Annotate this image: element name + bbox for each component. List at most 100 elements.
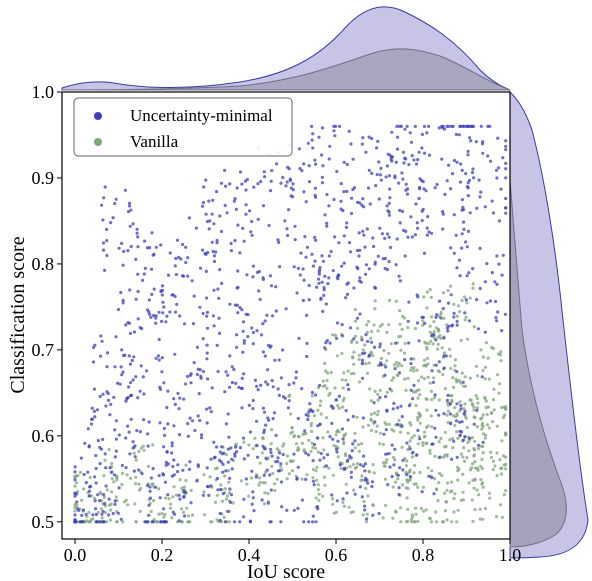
point-uncertainty-minimal [94, 520, 98, 524]
point-vanilla [476, 374, 480, 378]
point-vanilla [432, 320, 436, 324]
point-uncertainty-minimal [449, 246, 453, 250]
point-vanilla [185, 506, 189, 510]
point-uncertainty-minimal [240, 386, 244, 390]
point-uncertainty-minimal [250, 326, 254, 330]
point-uncertainty-minimal [347, 129, 351, 133]
point-uncertainty-minimal [205, 310, 210, 314]
point-vanilla [87, 510, 91, 515]
point-uncertainty-minimal [387, 235, 391, 239]
point-uncertainty-minimal [244, 203, 248, 207]
point-uncertainty-minimal [128, 452, 132, 456]
point-uncertainty-minimal [454, 132, 458, 136]
point-uncertainty-minimal [181, 274, 186, 278]
point-uncertainty-minimal [496, 136, 500, 140]
point-vanilla [452, 302, 456, 306]
point-uncertainty-minimal [332, 197, 336, 202]
point-uncertainty-minimal [497, 219, 502, 223]
point-uncertainty-minimal [229, 241, 233, 246]
point-vanilla [189, 488, 193, 492]
point-uncertainty-minimal [266, 501, 270, 505]
point-vanilla [316, 450, 320, 454]
point-vanilla [367, 470, 372, 474]
point-vanilla [126, 503, 130, 507]
point-uncertainty-minimal [310, 252, 314, 256]
point-vanilla [331, 502, 335, 506]
point-uncertainty-minimal [145, 520, 149, 524]
point-uncertainty-minimal [306, 417, 310, 422]
point-vanilla [473, 416, 477, 420]
point-vanilla [400, 327, 404, 331]
point-uncertainty-minimal [342, 234, 346, 238]
point-uncertainty-minimal [458, 180, 463, 184]
point-vanilla [172, 485, 176, 489]
point-vanilla [336, 455, 340, 459]
point-vanilla [316, 483, 320, 487]
point-uncertainty-minimal [344, 225, 349, 229]
point-uncertainty-minimal [242, 339, 246, 343]
point-uncertainty-minimal [404, 229, 408, 233]
point-uncertainty-minimal [101, 509, 105, 514]
point-vanilla [405, 478, 409, 482]
point-uncertainty-minimal [120, 241, 124, 245]
point-uncertainty-minimal [468, 211, 472, 215]
point-uncertainty-minimal [95, 408, 99, 412]
point-uncertainty-minimal [362, 233, 366, 237]
point-vanilla [391, 485, 395, 489]
point-vanilla [215, 466, 219, 470]
point-uncertainty-minimal [93, 499, 97, 503]
point-vanilla [409, 368, 413, 372]
point-vanilla [342, 371, 346, 375]
point-vanilla [361, 425, 365, 429]
point-uncertainty-minimal [341, 209, 345, 213]
point-uncertainty-minimal [379, 178, 383, 182]
point-vanilla [351, 510, 355, 514]
point-uncertainty-minimal [378, 396, 382, 400]
point-uncertainty-minimal [412, 383, 416, 387]
point-vanilla [491, 468, 495, 472]
point-vanilla [403, 341, 407, 345]
point-uncertainty-minimal [151, 467, 155, 471]
point-vanilla [321, 436, 325, 440]
point-uncertainty-minimal [79, 520, 84, 524]
point-uncertainty-minimal [177, 493, 181, 497]
point-uncertainty-minimal [199, 376, 203, 380]
point-vanilla [352, 350, 356, 354]
point-vanilla [300, 477, 304, 481]
point-vanilla [450, 489, 454, 493]
point-vanilla [478, 507, 482, 511]
point-uncertainty-minimal [138, 389, 142, 393]
point-uncertainty-minimal [136, 396, 140, 400]
point-vanilla [376, 329, 380, 333]
point-uncertainty-minimal [423, 321, 427, 325]
point-vanilla [371, 503, 375, 508]
point-vanilla [227, 480, 231, 484]
point-vanilla [372, 323, 376, 327]
point-uncertainty-minimal [481, 440, 485, 444]
point-uncertainty-minimal [490, 271, 494, 275]
point-uncertainty-minimal [234, 445, 238, 449]
legend: Uncertainty-minimal Vanilla [73, 97, 293, 157]
point-uncertainty-minimal [262, 428, 266, 432]
point-vanilla [209, 520, 213, 524]
point-uncertainty-minimal [339, 182, 343, 186]
point-uncertainty-minimal [396, 473, 400, 477]
point-uncertainty-minimal [420, 146, 424, 150]
point-vanilla [436, 335, 440, 339]
point-uncertainty-minimal [400, 171, 404, 175]
point-uncertainty-minimal [277, 358, 281, 362]
point-uncertainty-minimal [434, 408, 438, 412]
right-marginal-kde [509, 90, 589, 559]
point-vanilla [152, 499, 156, 503]
point-uncertainty-minimal [311, 514, 315, 518]
point-vanilla [164, 496, 168, 500]
point-uncertainty-minimal [129, 417, 133, 421]
point-uncertainty-minimal [225, 211, 229, 215]
point-vanilla [322, 448, 326, 452]
point-vanilla [415, 368, 419, 372]
point-uncertainty-minimal [162, 507, 166, 511]
point-uncertainty-minimal [398, 221, 402, 225]
point-vanilla [500, 515, 505, 520]
point-uncertainty-minimal [385, 204, 389, 208]
point-vanilla [427, 341, 431, 346]
